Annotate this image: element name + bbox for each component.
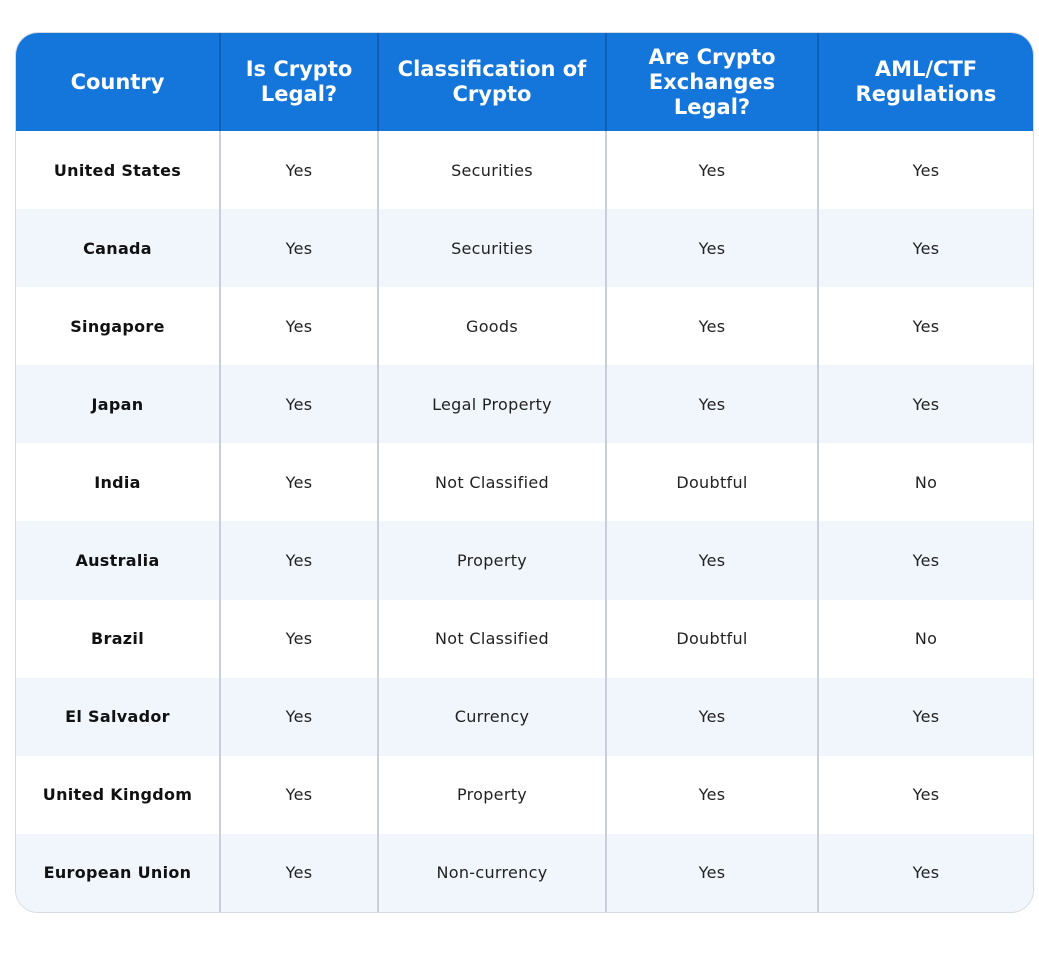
exchanges-cell: Yes <box>607 677 819 756</box>
column-header-exchanges-legal: Are Crypto Exchanges Legal? <box>607 33 819 131</box>
country-cell: Brazil <box>16 599 221 678</box>
exchanges-cell: Doubtful <box>607 443 819 522</box>
aml-cell: Yes <box>912 551 940 571</box>
table-row: Australia Yes Property Yes Yes <box>16 521 1033 600</box>
table-row: Brazil Yes Not Classified Doubtful No <box>16 599 1033 678</box>
aml-cell: Yes <box>912 316 940 336</box>
classification-cell: Securities <box>379 209 607 288</box>
aml-cell: Yes <box>912 785 940 805</box>
legal-cell: Yes <box>221 521 379 600</box>
legal-cell: Yes <box>221 677 379 756</box>
country-cell: Singapore <box>16 287 221 366</box>
legal-cell: Yes <box>221 287 379 366</box>
aml-cell: Yes <box>912 394 940 414</box>
country-cell: Japan <box>16 365 221 444</box>
exchanges-cell: Doubtful <box>607 599 819 678</box>
aml-cell: No <box>914 629 938 649</box>
legal-cell: Yes <box>221 131 379 210</box>
aml-cell: Yes <box>912 707 940 727</box>
table-row: Japan Yes Legal Property Yes Yes <box>16 365 1033 444</box>
classification-cell: Goods <box>379 287 607 366</box>
classification-cell: Not Classified <box>379 443 607 522</box>
crypto-regulation-table: Country Is Crypto Legal? Classification … <box>16 33 1033 912</box>
legal-cell: Yes <box>221 365 379 444</box>
exchanges-cell: Yes <box>607 755 819 834</box>
table-row: United States Yes Securities Yes Yes <box>16 131 1033 210</box>
table-row: European Union Yes Non-currency Yes Yes <box>16 833 1033 912</box>
column-header-is-crypto-legal: Is Crypto Legal? <box>221 33 379 131</box>
classification-cell: Securities <box>379 131 607 210</box>
table-header: Country Is Crypto Legal? Classification … <box>16 33 1033 131</box>
country-cell: United Kingdom <box>16 755 221 834</box>
aml-cell: Yes <box>912 238 940 258</box>
classification-cell: Legal Property <box>379 365 607 444</box>
table-row: India Yes Not Classified Doubtful No <box>16 443 1033 522</box>
table-row: Canada Yes Securities Yes Yes <box>16 209 1033 288</box>
exchanges-cell: Yes <box>607 131 819 210</box>
legal-cell: Yes <box>221 833 379 912</box>
country-cell: European Union <box>16 833 221 912</box>
column-header-classification: Classification of Crypto <box>379 33 607 131</box>
table-row: Singapore Yes Goods Yes Yes <box>16 287 1033 366</box>
country-cell: Australia <box>16 521 221 600</box>
column-header-aml-ctf: AML/CTF Regulations <box>855 57 997 106</box>
legal-cell: Yes <box>221 209 379 288</box>
table-row: United Kingdom Yes Property Yes Yes <box>16 755 1033 834</box>
country-cell: United States <box>16 131 221 210</box>
country-cell: El Salvador <box>16 677 221 756</box>
classification-cell: Not Classified <box>379 599 607 678</box>
table-row: El Salvador Yes Currency Yes Yes <box>16 677 1033 756</box>
classification-cell: Property <box>379 521 607 600</box>
column-header-country: Country <box>16 33 221 131</box>
classification-cell: Non-currency <box>379 833 607 912</box>
aml-cell: Yes <box>912 160 940 180</box>
aml-cell: No <box>914 472 938 492</box>
table-body: United States Yes Securities Yes Yes Can… <box>16 131 1033 912</box>
exchanges-cell: Yes <box>607 521 819 600</box>
exchanges-cell: Yes <box>607 833 819 912</box>
classification-cell: Currency <box>379 677 607 756</box>
legal-cell: Yes <box>221 443 379 522</box>
exchanges-cell: Yes <box>607 365 819 444</box>
exchanges-cell: Yes <box>607 287 819 366</box>
legal-cell: Yes <box>221 755 379 834</box>
legal-cell: Yes <box>221 599 379 678</box>
classification-cell: Property <box>379 755 607 834</box>
country-cell: India <box>16 443 221 522</box>
country-cell: Canada <box>16 209 221 288</box>
exchanges-cell: Yes <box>607 209 819 288</box>
aml-cell: Yes <box>912 863 940 883</box>
